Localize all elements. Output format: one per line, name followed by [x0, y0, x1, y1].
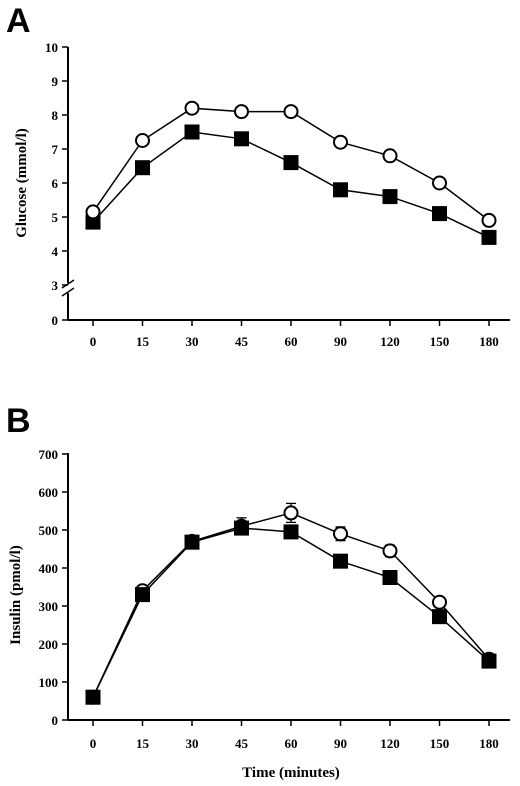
square-point [85, 689, 101, 705]
y-tick-label: 300 [39, 599, 59, 614]
circle-point [333, 134, 348, 150]
y-tick-label: 6 [52, 176, 59, 191]
axis-break-mark-top [61, 279, 75, 289]
y-tick-label: 3 [52, 278, 59, 293]
y-tick-label: 0 [52, 713, 59, 728]
circle-point [333, 526, 348, 542]
x-tick-label: 150 [430, 334, 450, 349]
circle-point [432, 175, 447, 191]
square-point [135, 160, 150, 176]
y-tick-label: 700 [39, 447, 59, 462]
x-tick-label: 0 [90, 736, 97, 751]
square-point [481, 229, 497, 245]
y-tick-label: 500 [39, 523, 59, 538]
circle-point [85, 204, 101, 220]
y-tick-label: 200 [39, 637, 59, 652]
square-point [382, 570, 398, 585]
y-tick-label: 400 [39, 561, 59, 576]
x-tick-label: 90 [334, 736, 347, 751]
y-tick-label: 7 [52, 142, 59, 157]
series-line-circles [92, 512, 490, 698]
y-tick-label: 9 [52, 74, 59, 89]
insulin-chart: 0 100 200 300 400 500 600 700 0 15 30 45 60 90 120 150 1… [8, 447, 510, 781]
square-point [333, 182, 348, 198]
circle-point [382, 543, 398, 559]
x-tick-label: 30 [186, 736, 199, 751]
x-tick-label: 60 [285, 736, 298, 751]
square-point [283, 524, 299, 540]
x-tick-label: 180 [479, 736, 499, 751]
square-point [283, 155, 299, 171]
x-tick-label: 15 [136, 334, 150, 349]
circle-point [184, 100, 200, 116]
panel-a-letter: A [6, 2, 31, 40]
square-point [184, 534, 200, 550]
square-point [432, 206, 447, 222]
circle-point [382, 148, 398, 164]
square-point [333, 553, 348, 569]
x-tick-label: 90 [334, 334, 347, 349]
x-tick-label: 15 [136, 736, 150, 751]
square-point [234, 131, 249, 147]
y-tick-label: 5 [52, 210, 59, 225]
square-point [184, 124, 200, 140]
y-tick-label: 10 [45, 40, 58, 55]
x-tick-label: 30 [186, 334, 199, 349]
square-point [234, 520, 249, 536]
square-point [135, 587, 150, 603]
x-tick-label: 45 [235, 736, 249, 751]
panel-b-letter: B [6, 402, 31, 440]
circle-point [234, 104, 249, 120]
square-point [432, 609, 447, 625]
circle-point [283, 104, 299, 120]
series-line-squares [92, 131, 490, 239]
y-tick-label: 4 [52, 244, 59, 259]
square-point [382, 189, 398, 205]
circle-point [135, 133, 150, 148]
axis-break-mark-bottom [61, 287, 75, 297]
x-tick-label: 150 [430, 736, 450, 751]
y-tick-label: 8 [52, 108, 59, 123]
x-tick-label: 180 [479, 334, 499, 349]
x-tick-label: 120 [380, 736, 400, 751]
circle-point [283, 505, 299, 521]
x-tick-label: 60 [285, 334, 298, 349]
x-tick-label: 0 [90, 334, 97, 349]
square-point [481, 653, 497, 669]
y-axis-title: Insulin (pmol/l) [8, 545, 24, 645]
x-tick-label: 45 [235, 334, 249, 349]
series-line-squares [92, 527, 490, 698]
y-tick-label: 0 [52, 313, 59, 328]
y-tick-label: 600 [39, 485, 59, 500]
x-tick-label: 120 [380, 334, 400, 349]
circle-point [432, 594, 447, 610]
circle-point [481, 212, 497, 228]
y-axis-title: Glucose (mmol/l) [14, 128, 30, 238]
x-axis-title: Time (minutes) [242, 765, 340, 781]
y-tick-label: 100 [39, 675, 59, 690]
